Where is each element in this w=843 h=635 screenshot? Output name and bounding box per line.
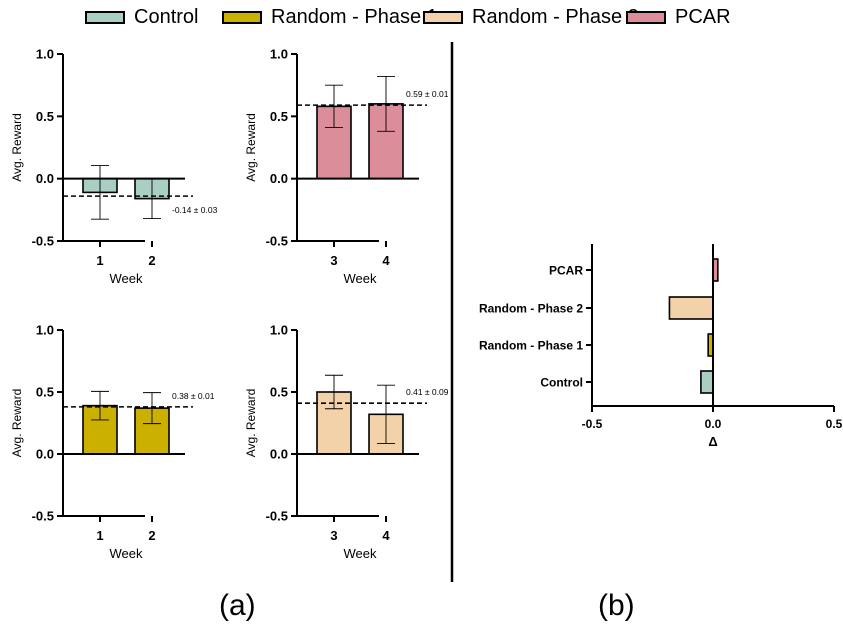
a-bottom-left-y-tick-label: 1.0: [36, 323, 54, 338]
a-bottom-right-y-tick-label: -0.5: [266, 509, 288, 524]
a-bottom-left-y-tick-label: -0.5: [32, 509, 54, 524]
a-top-right-reference-label: 0.59 ± 0.01: [406, 89, 449, 99]
caption-b: (b): [598, 589, 635, 622]
b-y-tick-label: Control: [540, 376, 583, 390]
legend-swatch-pcar: [626, 10, 666, 24]
b-bar: [700, 370, 714, 394]
a-top-right-y-axis-label: Avg. Reward: [244, 113, 258, 181]
a-bottom-right-y-axis-label: Avg. Reward: [244, 389, 258, 457]
legend-swatch-random-phase-2: [423, 10, 463, 24]
a-bottom-left-y-axis-label: Avg. Reward: [10, 389, 24, 457]
a-top-left-y-tick-label: 1.0: [36, 47, 54, 62]
b-x-tick-label: 0.0: [705, 417, 722, 431]
a-top-left-y-axis-label: Avg. Reward: [10, 113, 24, 181]
a-bottom-right-x-tick-label: 3: [330, 528, 337, 543]
a-top-right-x-tick-label: 3: [330, 253, 337, 268]
legend: Control Random - Phase 1 Random - Phase …: [0, 0, 843, 34]
a-bottom-right-reference-label: 0.41 ± 0.09: [406, 387, 449, 397]
legend-label-pcar: PCAR: [675, 5, 731, 28]
a-bottom-right-y-tick-label: 1.0: [270, 323, 288, 338]
b-x-tick-label: -0.5: [582, 417, 603, 431]
a-bottom-right-y-tick-label: 0.5: [270, 385, 288, 400]
caption-a: (a): [219, 589, 256, 622]
legend-label-control: Control: [134, 5, 199, 28]
b-y-tick-label: Random - Phase 2: [479, 302, 583, 316]
a-bottom-right-x-axis-label: Week: [344, 546, 377, 561]
a-top-left-y-tick-label: -0.5: [32, 234, 54, 249]
a-top-left-x-axis-label: Week: [110, 271, 143, 286]
a-bottom-left-y-tick-label: 0.5: [36, 385, 54, 400]
b-y-tick-label: Random - Phase 1: [479, 339, 583, 353]
legend-item-random-phase-1: Random - Phase 1: [222, 5, 438, 29]
b-x-tick-label: 0.5: [826, 417, 843, 431]
a-top-left-x-tick-label: 2: [148, 253, 155, 268]
a-bottom-left-y-tick-label: 0.0: [36, 447, 54, 462]
a-top-left-y-tick-label: 0.5: [36, 109, 54, 124]
a-top-right-x-axis-label: Week: [344, 271, 377, 286]
a-top-left-reference-label: -0.14 ± 0.03: [172, 205, 218, 215]
a-bottom-left-x-tick-label: 1: [96, 528, 103, 543]
a-top-right-y-tick-label: -0.5: [266, 234, 288, 249]
a-bottom-left-reference-label: 0.38 ± 0.01: [172, 391, 215, 401]
b-bar: [668, 296, 714, 320]
a-top-right-y-tick-label: 0.5: [270, 109, 288, 124]
a-bottom-right-y-tick-label: 0.0: [270, 447, 288, 462]
b-y-tick-label: PCAR: [549, 264, 583, 278]
legend-swatch-random-phase-1: [222, 10, 262, 24]
a-top-left-y-tick-label: 0.0: [36, 171, 54, 186]
b-x-axis-label: Δ: [708, 434, 717, 449]
a-bottom-left-x-tick-label: 2: [148, 528, 155, 543]
legend-swatch-control: [85, 10, 125, 24]
a-top-right-y-tick-label: 1.0: [270, 47, 288, 62]
legend-item-control: Control: [85, 5, 198, 29]
legend-label-random-phase-2: Random - Phase 2: [472, 5, 639, 28]
legend-label-random-phase-1: Random - Phase 1: [271, 5, 438, 28]
a-top-left-x-tick-label: 1: [96, 253, 103, 268]
legend-item-pcar: PCAR: [626, 5, 731, 29]
legend-item-random-phase-2: Random - Phase 2: [423, 5, 639, 29]
a-bottom-right-x-tick-label: 4: [382, 528, 390, 543]
a-bottom-left-x-axis-label: Week: [110, 546, 143, 561]
a-top-right-y-tick-label: 0.0: [270, 171, 288, 186]
a-top-right-x-tick-label: 4: [382, 253, 390, 268]
